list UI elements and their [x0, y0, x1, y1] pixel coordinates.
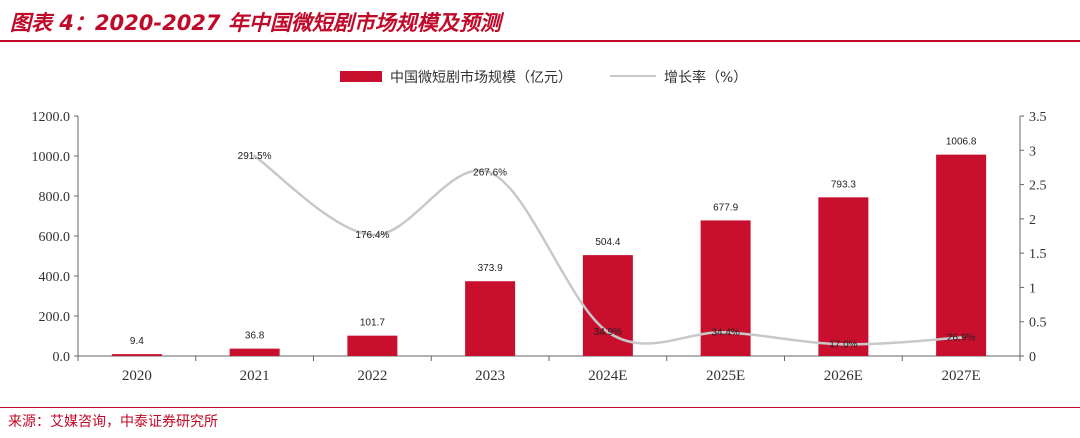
legend-line-label: 增长率（%） [664, 69, 747, 86]
growth-point [959, 336, 963, 340]
growth-point [724, 330, 728, 334]
y-right-tick-label: 0.5 [1029, 316, 1047, 331]
x-tick-label: 2020 [122, 368, 152, 384]
y-left-tick-label: 1200.0 [32, 110, 71, 125]
x-tick-label: 2027E [942, 368, 981, 384]
growth-value-label: 17.0% [829, 339, 857, 350]
market-size-chart: 中国微短剧市场规模（亿元） 增长率（%） 0.0 200.0 400.0 600.0 8… [32, 69, 1047, 384]
bar-value-label: 793.3 [831, 179, 856, 190]
y-right-tick-label: 0 [1029, 350, 1036, 365]
y-left-tick-label: 1000.0 [32, 150, 71, 165]
growth-point [370, 233, 374, 237]
y-left-tick-label: 600.0 [39, 230, 71, 245]
growth-value-label: 26.9% [947, 333, 975, 344]
y-right-tick-label: 2 [1029, 213, 1036, 228]
growth-line-series [253, 154, 963, 346]
x-tick-label: 2021 [240, 368, 270, 384]
bar [229, 348, 280, 356]
title-bar: 图表 4：2020-2027 年中国微短剧市场规模及预测 [0, 0, 1080, 42]
growth-point [606, 330, 610, 334]
bar-value-label: 1006.8 [946, 137, 977, 148]
legend-bar-label: 中国微短剧市场规模（亿元） [390, 69, 572, 86]
x-tick-label: 2022 [357, 368, 387, 384]
growth-point [253, 154, 257, 158]
bar [818, 197, 869, 356]
growth-point [841, 342, 845, 346]
x-tick-label: 2025E [706, 368, 745, 384]
growth-point [488, 171, 492, 175]
y-left-tick-label: 200.0 [39, 310, 71, 325]
y-left-tick-label: 400.0 [39, 270, 71, 285]
y-right-tick-label: 1.5 [1029, 247, 1047, 262]
y-left-tick-label: 0.0 [53, 350, 71, 365]
y-left-tick-label: 800.0 [39, 190, 71, 205]
axes: 0.0 200.0 400.0 600.0 800.0 1000.0 1200.0 0 0.5 1… [32, 110, 1047, 384]
x-tick-label: 2026E [824, 368, 863, 384]
bar [465, 281, 516, 356]
bar-value-label: 9.4 [130, 336, 144, 347]
bar-value-label: 677.9 [713, 202, 738, 213]
y-right-tick-label: 1 [1029, 281, 1036, 296]
x-tick-label: 2023 [475, 368, 505, 384]
growth-value-label: 267.6% [473, 168, 507, 179]
legend: 中国微短剧市场规模（亿元） 增长率（%） [340, 69, 747, 86]
data-labels: 9.4 36.8 101.7 373.9 504.4 677.9 793.3 1006.8 29… [130, 137, 977, 351]
legend-bar-swatch [340, 71, 382, 82]
growth-value-label: 176.4% [355, 230, 389, 241]
y-right-tick-label: 2.5 [1029, 179, 1047, 194]
growth-value-label: 34.9% [594, 327, 622, 338]
bar-value-label: 101.7 [360, 318, 385, 329]
y-right-tick-label: 3 [1029, 144, 1036, 159]
bar [347, 335, 398, 356]
growth-value-label: 34.4% [711, 327, 739, 338]
bar [111, 354, 162, 356]
chart-title: 图表 4：2020-2027 年中国微短剧市场规模及预测 [10, 11, 501, 35]
bar-value-label: 504.4 [595, 237, 620, 248]
bar [936, 154, 987, 356]
bar-value-label: 373.9 [478, 263, 503, 274]
title-rule [0, 40, 1080, 42]
source-note: 来源：艾媒咨询，中泰证券研究所 [8, 414, 218, 430]
source-rule [0, 407, 1080, 408]
bar-value-label: 36.8 [245, 331, 265, 342]
x-tick-label: 2024E [588, 368, 627, 384]
y-right-tick-label: 3.5 [1029, 110, 1047, 125]
growth-value-label: 291.5% [238, 151, 272, 162]
